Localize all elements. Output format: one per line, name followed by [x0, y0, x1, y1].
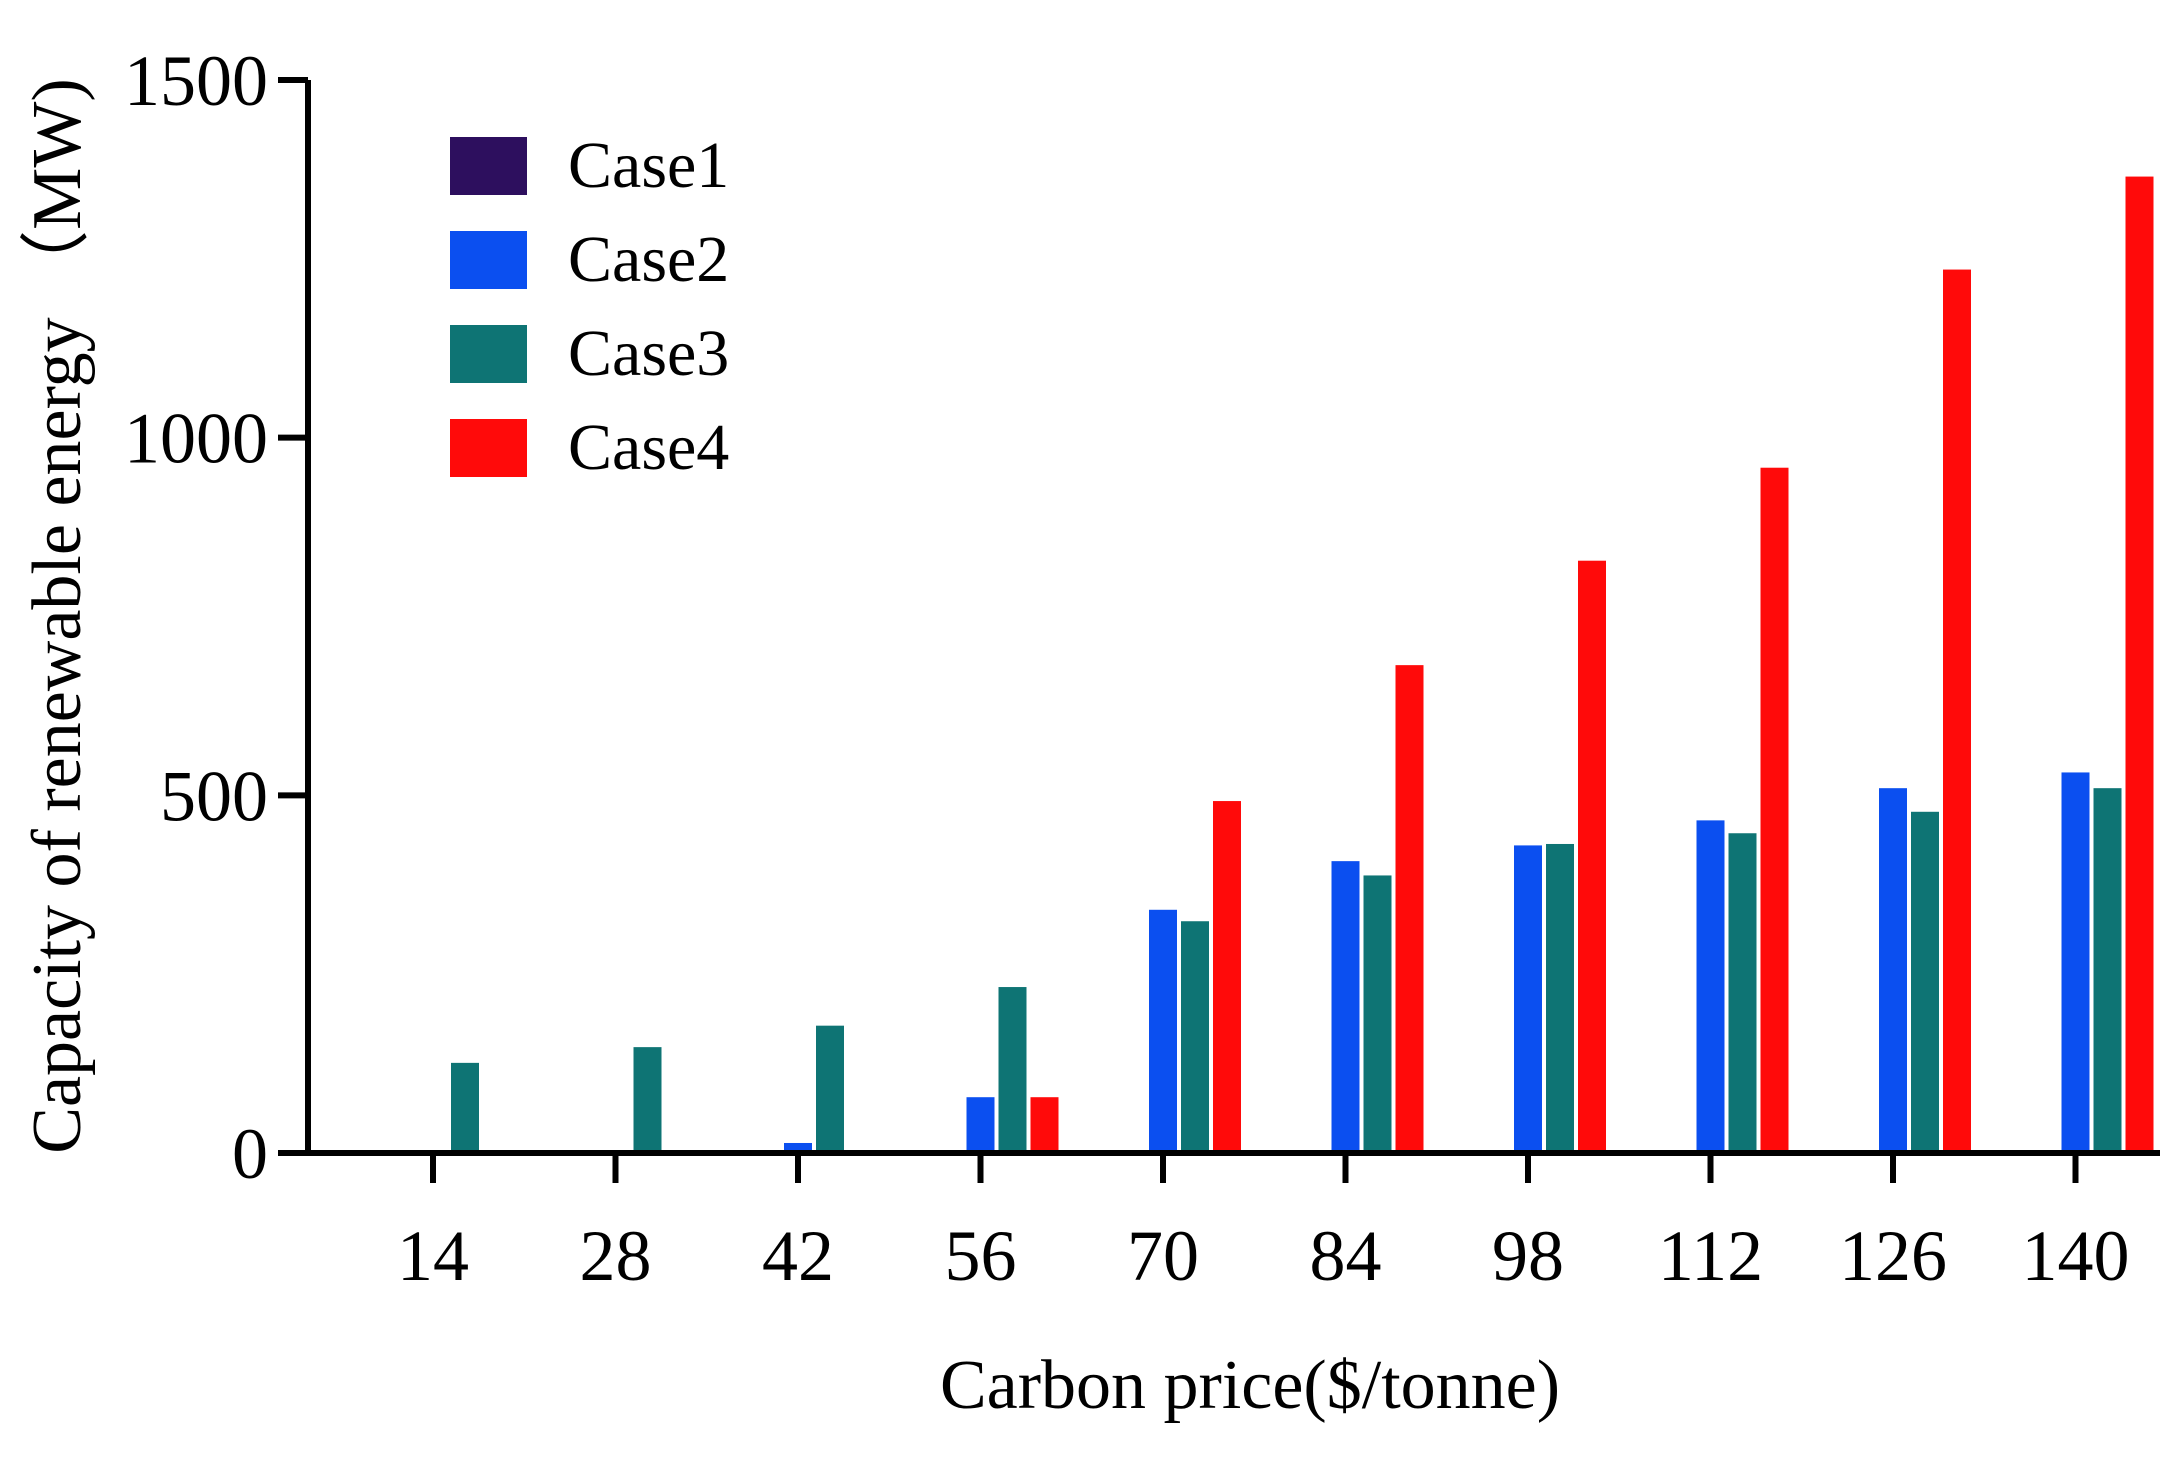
bar-case3-126: [1911, 811, 1939, 1153]
bar-case2-126: [1879, 788, 1907, 1153]
x-tick-label: 126: [1839, 1216, 1947, 1296]
bar-case2-98: [1514, 845, 1542, 1153]
bar-case2-70: [1149, 909, 1177, 1153]
x-axis-title: Carbon price($/tonne): [940, 1347, 1560, 1424]
y-axis-title: Capacity of renewable energy （MW): [19, 78, 96, 1154]
legend-swatch-case1: [450, 137, 527, 195]
legend-label-case2: Case2: [568, 223, 729, 296]
bar-case3-70: [1181, 921, 1209, 1153]
bar-case4-126: [1943, 269, 1971, 1153]
y-tick-label: 0: [232, 1114, 268, 1194]
x-tick-label: 42: [762, 1216, 834, 1296]
bar-case3-56: [998, 987, 1027, 1153]
bar-case2-84: [1331, 861, 1360, 1153]
bar-case2-140: [2061, 772, 2090, 1153]
bar-case3-112: [1728, 833, 1757, 1153]
bar-case2-42: [784, 1142, 812, 1153]
x-tick-label: 28: [580, 1216, 652, 1296]
bar-case4-140: [2125, 176, 2154, 1153]
bar-case3-98: [1546, 843, 1574, 1153]
x-tick-label: 14: [397, 1216, 469, 1296]
bar-case3-84: [1363, 875, 1392, 1153]
x-tick-label: 56: [945, 1216, 1017, 1296]
bar-case3-14: [451, 1062, 479, 1153]
bar-case2-112: [1696, 820, 1725, 1153]
x-tick-label: 70: [1127, 1216, 1199, 1296]
x-tick-label: 84: [1310, 1216, 1382, 1296]
bar-case2-56: [966, 1097, 995, 1153]
legend-swatch-case2: [450, 231, 527, 289]
y-tick-label: 500: [160, 756, 268, 836]
x-tick-label: 140: [2022, 1216, 2130, 1296]
legend-label-case4: Case4: [568, 411, 729, 484]
legend-swatch-case3: [450, 325, 527, 383]
bar-case4-70: [1213, 801, 1241, 1153]
x-ticks: 14 28 42 56 70 84 98 112 126 140: [397, 1153, 2130, 1296]
bar-case3-140: [2093, 788, 2122, 1153]
bar-case4-56: [1030, 1097, 1059, 1153]
legend-label-case3: Case3: [568, 317, 729, 390]
bar-case4-112: [1760, 467, 1789, 1153]
y-tick-label: 1500: [124, 41, 268, 121]
x-tick-label: 98: [1492, 1216, 1564, 1296]
bar-case3-28: [633, 1047, 662, 1153]
x-tick-label: 112: [1658, 1216, 1763, 1296]
bar-case4-84: [1395, 665, 1424, 1153]
legend: Case1 Case2 Case3 Case4: [450, 129, 729, 484]
y-ticks: 0 500 1000 1500: [124, 41, 308, 1194]
y-tick-label: 1000: [124, 399, 268, 479]
legend-label-case1: Case1: [568, 129, 729, 202]
bars-layer: [451, 176, 2154, 1153]
bar-case3-42: [816, 1025, 844, 1153]
bar-case4-98: [1578, 560, 1606, 1153]
legend-swatch-case4: [450, 419, 527, 477]
